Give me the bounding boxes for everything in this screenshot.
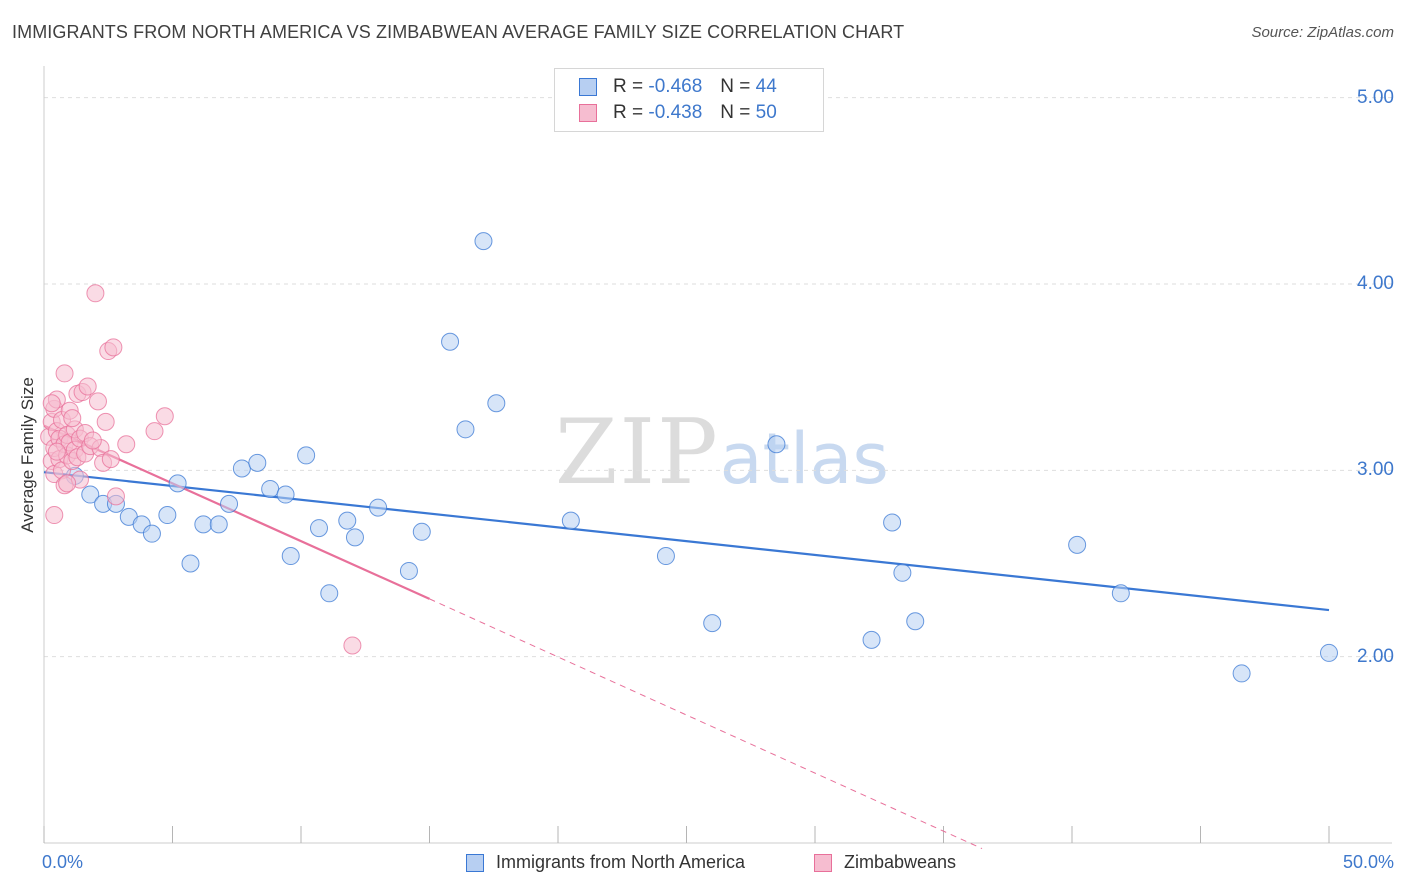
bottom-legend-north-america: Immigrants from North America — [466, 852, 745, 873]
north-america-point — [1111, 584, 1130, 603]
north-america-point — [561, 511, 580, 530]
north-america-point — [883, 513, 902, 532]
x-axis-min-label: 0.0% — [42, 852, 84, 872]
legend-n-value: 44 — [755, 76, 777, 97]
north-america-point — [281, 547, 300, 566]
north-america-point — [767, 435, 786, 454]
bottom-legend-zimbabweans: Zimbabweans — [814, 852, 956, 873]
source-credit: Source: ZipAtlas.com — [1251, 24, 1394, 41]
gridlines — [44, 97, 1392, 658]
y-tick-label: 2.00 — [1357, 645, 1394, 667]
chart-title: IMMIGRANTS FROM NORTH AMERICA VS ZIMBABW… — [12, 22, 905, 42]
north-america-point — [194, 515, 213, 534]
north-america-point — [345, 528, 364, 547]
north-america-point — [338, 511, 357, 530]
legend-swatch-blue — [579, 78, 597, 96]
north-america-trend-line — [43, 471, 1330, 612]
north-america-point — [142, 524, 161, 543]
bottom-legend-label: Zimbabweans — [844, 852, 957, 872]
north-america-point — [297, 446, 316, 465]
north-america-point — [220, 494, 239, 513]
watermark-zip: ZIP — [555, 400, 720, 505]
north-america-point — [1232, 664, 1251, 683]
north-america-point — [158, 506, 177, 525]
legend-n-label: N = — [720, 102, 751, 123]
north-america-point — [1320, 643, 1338, 662]
y-tick-label: 3.00 — [1357, 459, 1394, 481]
north-america-point — [862, 630, 881, 649]
zimbabwean-point — [88, 392, 107, 411]
north-america-point — [906, 612, 925, 631]
north-america-point — [399, 561, 418, 580]
legend-row-zimbabweans: R = -0.438 N = 50 — [579, 101, 777, 125]
legend-r-label: R = — [613, 76, 644, 97]
zimbabwean-point — [47, 442, 66, 461]
zimbabwean-trend-extension — [429, 598, 983, 850]
north-america-point — [703, 614, 722, 633]
trend-lines — [43, 424, 1330, 850]
zimbabwean-point — [42, 394, 61, 413]
zimbabwean-point — [343, 636, 362, 655]
axes — [43, 66, 1392, 844]
north-america-point — [412, 522, 431, 541]
watermark-logo: ZIPatlas — [555, 400, 889, 505]
north-america-point — [456, 420, 475, 439]
correlation-legend: R = -0.468 N = 44 R = -0.438 N = 50 — [554, 68, 824, 132]
legend-row-north-america: R = -0.468 N = 44 — [579, 75, 777, 99]
north-america-point — [893, 563, 912, 582]
zimbabwean-point — [145, 422, 164, 441]
legend-r-value: -0.468 — [648, 76, 703, 97]
zimbabwean-point — [96, 412, 115, 431]
north-america-point — [309, 519, 328, 538]
zimbabwean-point — [117, 435, 136, 454]
legend-swatch-pink — [579, 104, 597, 122]
north-america-point — [261, 479, 280, 498]
north-america-point — [276, 485, 295, 504]
watermark-atlas: atlas — [719, 418, 889, 500]
north-america-point — [1068, 535, 1087, 554]
north-america-point — [320, 584, 339, 603]
bottom-legend-label: Immigrants from North America — [496, 852, 746, 872]
north-america-point — [441, 332, 460, 351]
legend-r-value: -0.438 — [648, 102, 703, 123]
data-points — [40, 232, 1338, 683]
legend-r-label: R = — [613, 102, 644, 123]
x-axis-max-label: 50.0% — [1342, 852, 1394, 872]
y-tick-label: 5.00 — [1357, 86, 1394, 108]
zimbabwean-point — [83, 431, 102, 450]
north-america-point — [181, 554, 200, 573]
bottom-legend-swatch-blue — [466, 853, 484, 872]
y-tick-label: 4.00 — [1357, 272, 1394, 294]
zimbabwean-point — [58, 474, 77, 493]
zimbabwean-point — [45, 506, 64, 525]
north-america-point — [248, 453, 267, 472]
zimbabwean-point — [78, 377, 97, 396]
north-america-point — [232, 459, 251, 478]
north-america-point — [487, 394, 506, 413]
north-america-point — [168, 474, 187, 493]
legend-n-value: 50 — [755, 102, 777, 123]
zimbabwean-point — [106, 487, 125, 506]
zimbabwean-point — [104, 338, 123, 357]
bottom-legend-swatch-pink — [814, 853, 832, 872]
zimbabwean-point — [155, 407, 174, 426]
north-america-point — [209, 515, 228, 534]
north-america-point — [81, 485, 100, 504]
y-axis-label: Average Family Size — [18, 377, 37, 533]
zimbabwean-point — [101, 450, 120, 469]
north-america-point — [474, 232, 493, 251]
zimbabwean-point — [86, 284, 105, 303]
north-america-point — [369, 498, 388, 517]
legend-n-label: N = — [720, 76, 751, 97]
north-america-point — [656, 547, 675, 566]
zimbabwean-point — [55, 364, 74, 383]
zimbabwean-point — [63, 409, 82, 428]
